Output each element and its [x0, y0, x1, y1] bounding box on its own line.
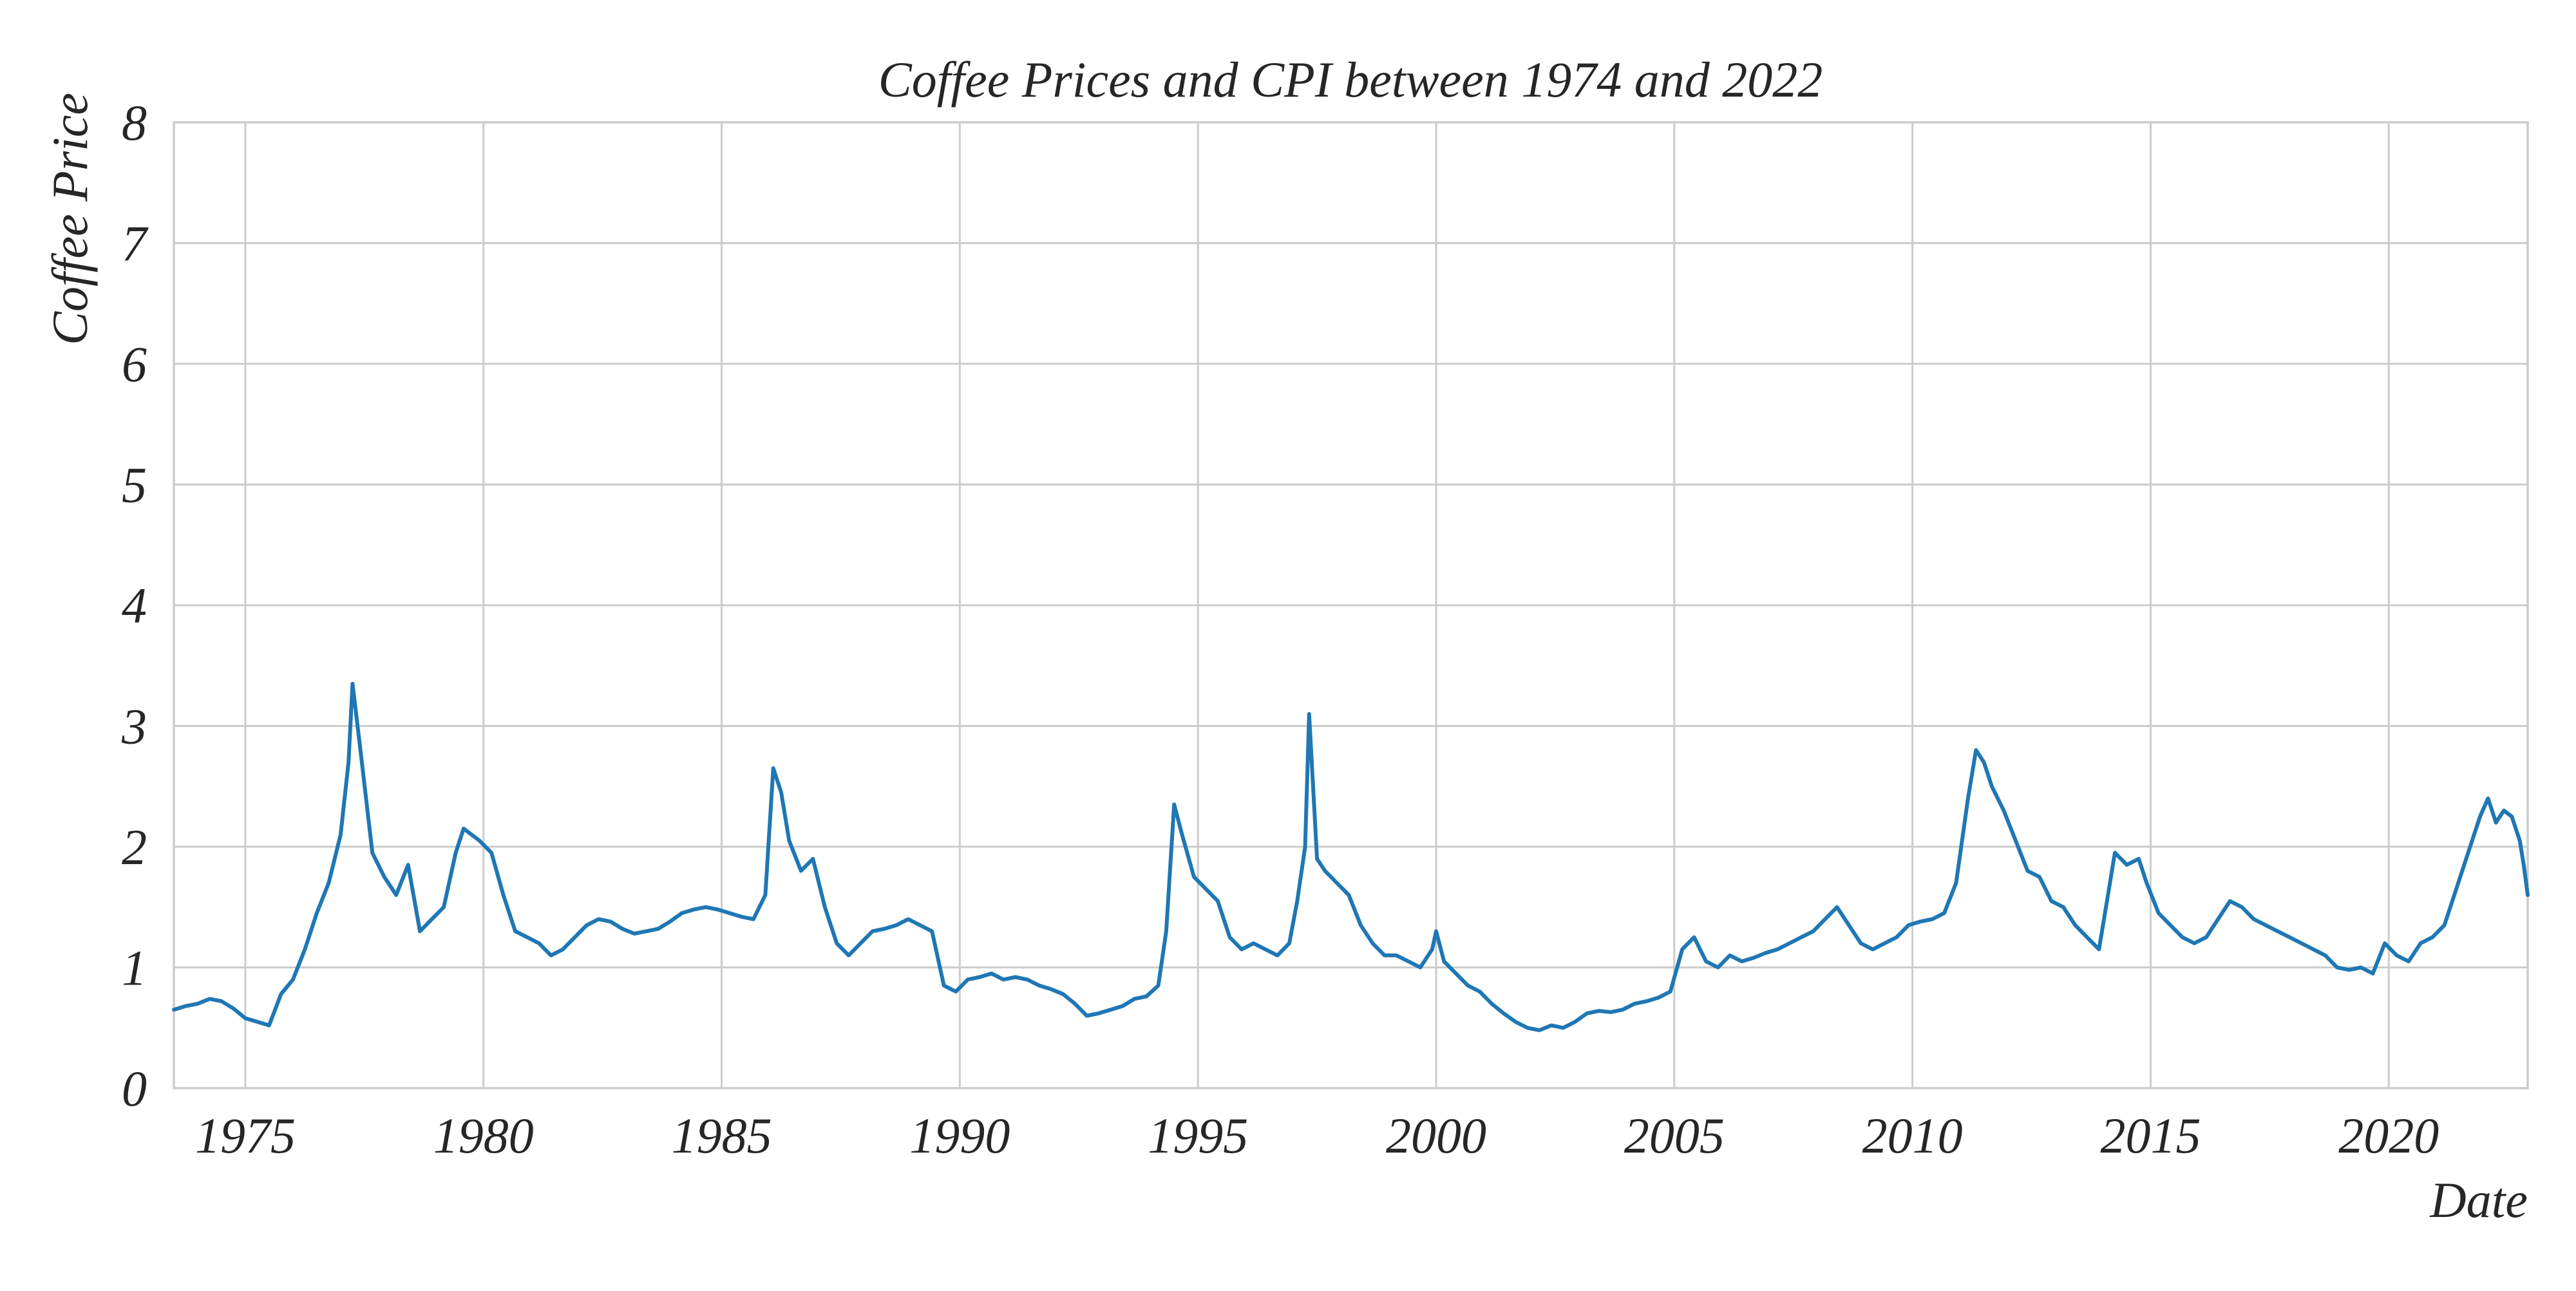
y-tick-label: 3: [121, 699, 147, 755]
series-layer: [172, 681, 2530, 1032]
y-tick-label: 4: [122, 578, 147, 634]
y-tick-label: 1: [122, 940, 147, 996]
chart-title: Coffee Prices and CPI between 1974 and 2…: [878, 52, 1823, 108]
y-tick-label: 8: [122, 95, 147, 151]
series-line-coffee-price: [172, 681, 2530, 1032]
x-tick-label: 2000: [1386, 1107, 1486, 1164]
plot-area-frame: [173, 121, 2529, 1089]
y-tick-label: 7: [122, 216, 149, 272]
grid-layer: [174, 121, 2528, 1089]
x-axis-label: Date: [2429, 1172, 2528, 1228]
x-tick-label: 1995: [1148, 1107, 1248, 1164]
x-tick-label: 1990: [909, 1107, 1010, 1164]
y-tick-label: 5: [122, 457, 147, 513]
x-tick-label: 1975: [195, 1107, 296, 1164]
y-tick-label: 2: [122, 819, 147, 875]
x-tick-label: 2015: [2100, 1107, 2201, 1164]
x-tick-label: 2020: [2338, 1107, 2439, 1164]
y-tick-label: 6: [122, 336, 147, 392]
x-tick-label: 2005: [1624, 1107, 1725, 1164]
x-tick-label: 1985: [672, 1107, 772, 1164]
x-tick-label: 2010: [1862, 1107, 1963, 1164]
x-tick-label: 1980: [433, 1107, 534, 1164]
y-axis-label: Coffee Price: [42, 93, 98, 345]
y-tick-label: 0: [122, 1060, 147, 1117]
tick-label-layer: 0 1 2 3 4 5 6 7 8 1975 1980 1985 1990 1995 2000 2005 201…: [121, 95, 2439, 1164]
